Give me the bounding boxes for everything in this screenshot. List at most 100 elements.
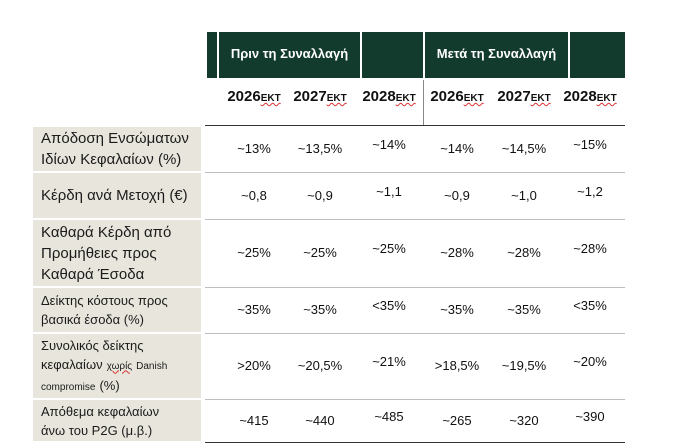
cell: ~21% [372, 354, 406, 369]
row-label: Απόδοση Ενσώματων Ιδίων Κεφαλαίων (%) [33, 127, 201, 171]
label-text: Συνολικός δείκτης [41, 337, 144, 353]
row-rule [205, 287, 625, 288]
row-label: Δείκτης κόστους προς βασικά έσοδα (%) [33, 288, 201, 332]
year-header: 2026ΕΚΤ [219, 88, 289, 105]
cell: ~1,1 [376, 183, 402, 199]
cell: ~1,0 [511, 187, 537, 203]
header-divider [217, 32, 219, 78]
row-rule [205, 442, 625, 443]
year-divider [423, 80, 424, 126]
label-line: Ιδίων Κεφαλαίων (%) [41, 149, 201, 170]
label-text: Danish [136, 360, 168, 372]
label-line: Προμήθειες προς [41, 243, 201, 264]
label-line: κεφαλαίων χωρίς Danish [41, 355, 201, 376]
cell: ~35% [303, 302, 337, 317]
label-text: compromise [41, 381, 96, 393]
header-divider [360, 32, 362, 78]
cell: ~13,5% [297, 141, 343, 156]
cell: ~20% [573, 354, 607, 369]
year: 2027 [497, 88, 531, 105]
header-rule [205, 125, 625, 126]
label-text: Καθαρά Έσοδα [41, 265, 145, 283]
cell: ~20,5% [297, 358, 343, 373]
label-line: Απόθεμα κεφαλαίων [41, 402, 201, 421]
cell: ~14% [440, 141, 474, 156]
cell: ~25% [237, 245, 271, 260]
label-text: κεφαλαίων [41, 356, 103, 372]
label-text: Καθαρά Κέρδη από [41, 223, 172, 241]
cell: <35% [372, 298, 406, 313]
cell: >18,5% [434, 358, 480, 373]
cell: ~390 [575, 408, 605, 424]
cell: ~14,5% [501, 141, 547, 156]
year: 2027 [293, 88, 327, 105]
cell: <35% [573, 298, 607, 313]
year-suffix: ΕΚΤ [395, 93, 416, 104]
label-text: Ιδίων Κεφαλαίων (%) [41, 151, 182, 168]
label-line: Συνολικός δείκτης [41, 336, 201, 355]
row-rule [205, 219, 625, 220]
cell: ~15% [573, 137, 607, 152]
year-header: 2027ΕΚΤ [489, 88, 559, 105]
cell: ~265 [442, 412, 472, 428]
label-text: Δείκτης κόστους προς [41, 293, 168, 308]
row-label: Κέρδη ανά Μετοχή (€) [33, 173, 201, 218]
year-suffix: ΕΚΤ [530, 93, 551, 104]
cell: ~0,9 [444, 187, 470, 203]
row-label: Συνολικός δείκτης κεφαλαίων χωρίς Danish com… [33, 334, 201, 398]
year-suffix: ΕΚΤ [596, 93, 617, 104]
row-rule [205, 172, 625, 173]
label-line: Κέρδη ανά Μετοχή (€) [41, 185, 201, 206]
cell: ~35% [507, 302, 541, 317]
label-line: Δείκτης κόστους προς [41, 291, 201, 310]
label-text: άνω του P2G (μ.β.) [41, 422, 153, 438]
cell: ~13% [237, 141, 271, 156]
label-text: βασικά έσοδα (%) [41, 312, 145, 327]
year-header: 2026ΕΚΤ [422, 88, 492, 105]
cell: ~1,2 [577, 183, 603, 199]
cell: ~485 [374, 408, 404, 424]
cell: ~440 [305, 412, 335, 428]
year-suffix: ΕΚΤ [463, 93, 484, 104]
label-line: Καθαρά Κέρδη από [41, 222, 201, 243]
label-text: (%) [99, 377, 120, 393]
row-rule [205, 399, 625, 400]
label-text: Προμήθειες προς [41, 244, 157, 262]
label-line: Απόδοση Ενσώματων [41, 128, 201, 149]
cell: ~320 [509, 412, 539, 428]
label-text: Απόθεμα κεφαλαίων [41, 403, 160, 419]
year-suffix: ΕΚΤ [260, 93, 281, 104]
cell: ~25% [372, 241, 406, 256]
header-divider [423, 32, 425, 78]
label-text: χωρίς [106, 360, 133, 372]
group-header: Μετά τη Συναλλαγή [436, 45, 557, 61]
row-label: Καθαρά Κέρδη από Προμήθειες προς Καθαρά Έσ… [33, 220, 201, 286]
cell: ~35% [440, 302, 474, 317]
label-line: Καθαρά Έσοδα [41, 264, 201, 285]
cell: ~14% [372, 137, 406, 152]
cell: ~415 [239, 412, 269, 428]
row-rule [205, 333, 625, 334]
cell: ~0,8 [241, 187, 267, 203]
cell: ~28% [440, 245, 474, 260]
label-text: Απόδοση Ενσώματων [41, 130, 189, 147]
row-label: Απόθεμα κεφαλαίων άνω του P2G (μ.β.) [33, 400, 201, 441]
header-band [207, 32, 625, 78]
cell: >20% [237, 358, 271, 373]
label-text: Κέρδη ανά Μετοχή (€) [41, 187, 188, 204]
cell: ~19,5% [501, 358, 547, 373]
year-header: 2028ΕΚΤ [555, 88, 625, 105]
year: 2026 [430, 88, 464, 105]
label-line: άνω του P2G (μ.β.) [41, 421, 201, 440]
cell: ~28% [573, 241, 607, 256]
label-line: compromise (%) [41, 376, 201, 397]
year: 2028 [362, 88, 396, 105]
cell: ~0,9 [307, 187, 333, 203]
group-header: Πριν τη Συναλλαγή [230, 45, 349, 61]
label-line: βασικά έσοδα (%) [41, 310, 201, 329]
year-header: 2027ΕΚΤ [285, 88, 355, 105]
cell: ~35% [237, 302, 271, 317]
year: 2028 [563, 88, 597, 105]
year-suffix: ΕΚΤ [326, 93, 347, 104]
